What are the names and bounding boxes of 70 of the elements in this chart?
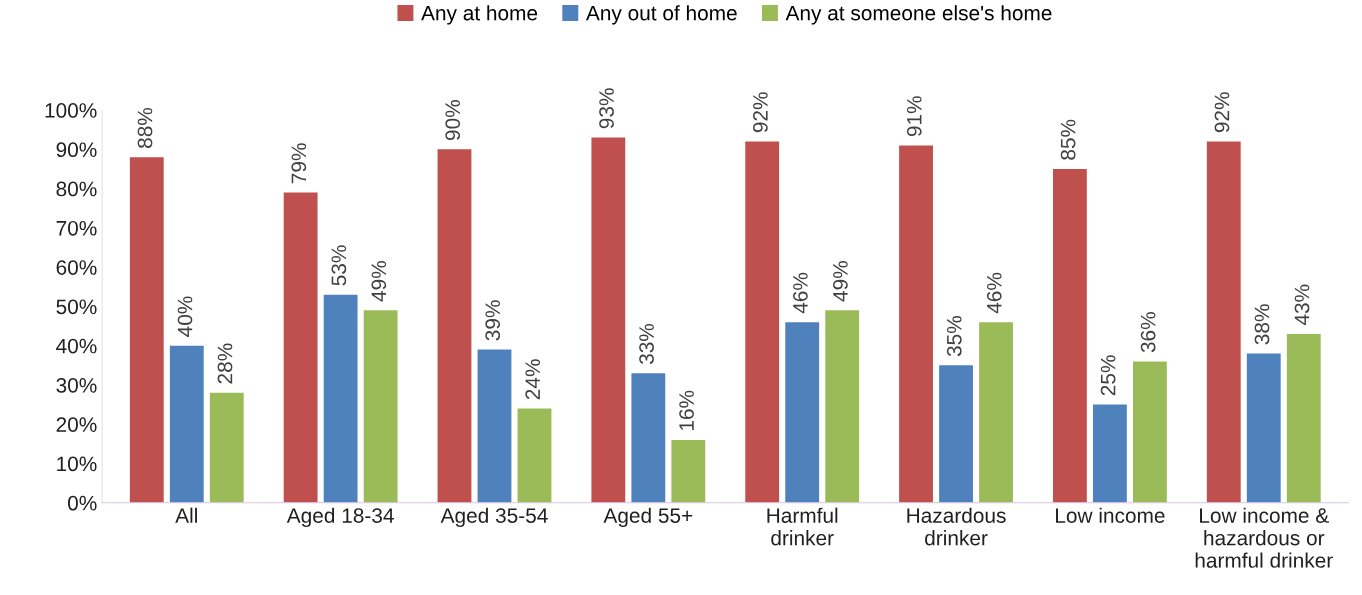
x-tick-label: Harmful drinker — [767, 507, 838, 546]
x-tick-label: Aged 18-34 — [286, 507, 394, 528]
legend-label: Any at home — [421, 5, 538, 25]
data-label: 39% — [485, 300, 501, 341]
bar — [631, 373, 666, 503]
bar — [169, 345, 204, 503]
data-label: 46% — [986, 272, 1002, 314]
y-tick-label: 30% — [56, 377, 97, 393]
bar — [785, 322, 820, 503]
data-label: 49% — [833, 261, 848, 302]
y-tick-label: 80% — [56, 181, 97, 197]
bar — [323, 294, 358, 503]
bar — [283, 192, 318, 503]
bar — [1286, 333, 1321, 503]
bar — [939, 365, 973, 503]
legend-label: Any at someone else's home — [785, 5, 1052, 25]
bar — [671, 439, 706, 503]
bar — [591, 137, 626, 503]
data-label: 93% — [599, 88, 614, 129]
data-label: 79% — [291, 143, 307, 184]
bar — [825, 310, 860, 503]
y-tick-label: 50% — [56, 299, 97, 315]
data-label: 91% — [906, 96, 922, 137]
bar — [899, 145, 933, 503]
x-tick-label: Aged 55+ — [603, 507, 693, 528]
x-tick-label: Low income — [1056, 507, 1165, 523]
data-label: 28% — [217, 343, 233, 384]
x-tick-label: Hazardous drinker — [907, 507, 1006, 546]
bar — [1052, 168, 1087, 503]
data-label: 33% — [639, 323, 654, 365]
data-label: 92% — [1214, 92, 1230, 133]
data-label: 92% — [753, 92, 768, 133]
data-label: 85% — [1060, 119, 1076, 160]
x-tick-label: Low income & hazardous or harmful drinker — [1195, 507, 1333, 568]
x-tick-label: All — [175, 507, 197, 523]
y-tick-label: 100% — [45, 103, 97, 118]
data-label: 53% — [331, 245, 347, 286]
bar — [477, 349, 512, 503]
bar — [437, 149, 472, 503]
bar — [129, 157, 164, 503]
bar — [209, 392, 244, 503]
data-label: 35% — [946, 316, 962, 357]
legend-label: Any out of home — [585, 5, 737, 25]
y-tick-label: 60% — [56, 260, 97, 275]
y-tick-label: 90% — [56, 142, 97, 158]
y-tick-label: 70% — [56, 220, 97, 236]
data-label: 40% — [177, 296, 193, 337]
bar — [1246, 353, 1281, 503]
bar — [1132, 361, 1167, 503]
data-label: 38% — [1254, 304, 1270, 345]
y-tick-label: 10% — [57, 456, 97, 472]
bar — [745, 141, 780, 503]
data-label: 25% — [1100, 355, 1116, 396]
y-tick-label: 0% — [67, 495, 97, 511]
bar — [363, 310, 398, 503]
data-label: 46% — [793, 272, 808, 314]
bar — [517, 408, 552, 503]
x-tick-label: Aged 35-54 — [440, 507, 548, 528]
bar — [979, 322, 1013, 503]
data-label: 49% — [371, 261, 387, 302]
y-tick-label: 20% — [56, 417, 97, 432]
y-tick-label: 40% — [56, 338, 97, 354]
data-label: 43% — [1294, 284, 1310, 326]
bar — [1092, 404, 1127, 503]
data-label: 36% — [1140, 312, 1156, 353]
data-label: 16% — [679, 390, 694, 431]
data-label: 90% — [445, 100, 461, 141]
data-label: 88% — [137, 107, 153, 148]
data-label: 24% — [525, 359, 540, 400]
bar — [1206, 141, 1241, 503]
